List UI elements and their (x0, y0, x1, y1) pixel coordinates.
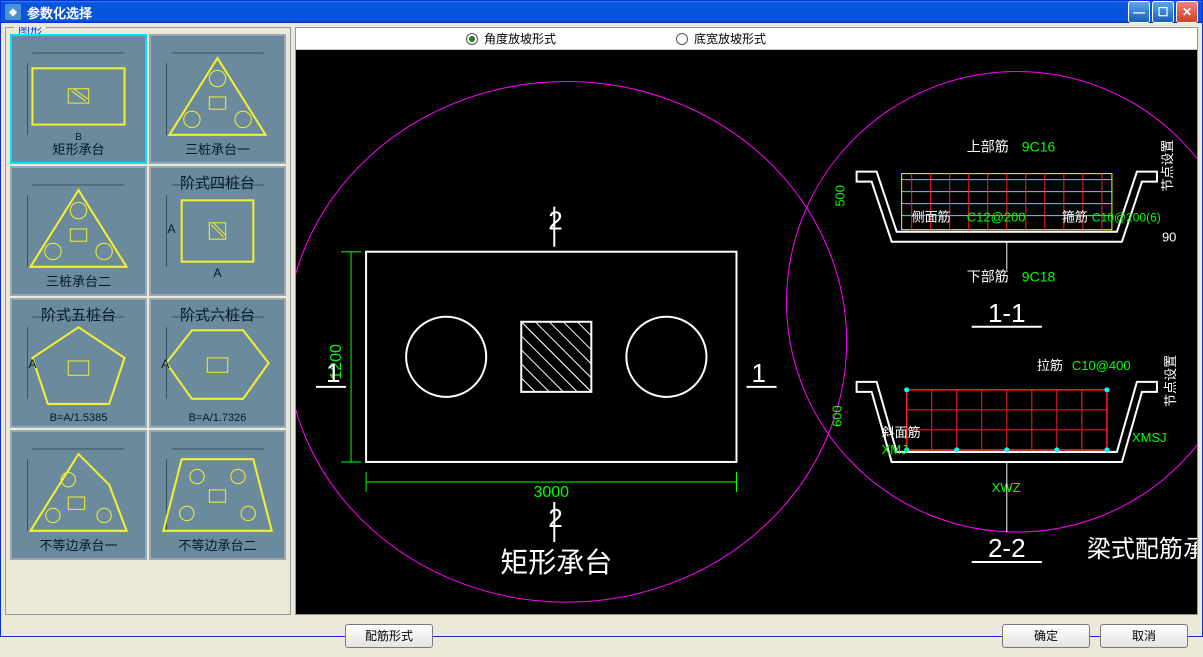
svg-text:C10@400: C10@400 (1072, 358, 1131, 373)
radio-angle-slope[interactable]: 角度放坡形式 (466, 30, 556, 47)
svg-text:2: 2 (548, 503, 562, 533)
thumb-step5[interactable]: A阶式五桩台B=A/1.5385 (10, 298, 147, 428)
svg-text:XMSJ: XMSJ (1132, 430, 1167, 445)
thumb-label: 不等边承台二 (151, 535, 284, 554)
thumbnails-grid: B矩形承台 三桩承台一 三桩承台二 (10, 34, 286, 560)
titlebar: ◆ 参数化选择 — ☐ ✕ (1, 1, 1202, 23)
radio-width-label: 底宽放坡形式 (694, 30, 766, 47)
thumbnails-group: 图形 B矩形承台 三桩承台一 (5, 27, 291, 615)
svg-text:A: A (161, 357, 170, 371)
radio-dot-icon (676, 33, 688, 45)
thumb-label: 三桩承台二 (12, 271, 145, 290)
svg-text:9C16: 9C16 (1022, 139, 1056, 155)
svg-text:XMJ: XMJ (882, 442, 908, 457)
svg-text:C10@200(6): C10@200(6) (1092, 211, 1161, 225)
app-icon: ◆ (5, 4, 21, 20)
svg-text:500: 500 (833, 185, 848, 207)
svg-text:2-2: 2-2 (988, 533, 1026, 563)
svg-text:拉筋: 拉筋 (1037, 358, 1063, 373)
radio-dot-icon (466, 33, 478, 45)
thumb-label: 不等边承台一 (12, 535, 145, 554)
thumb-step6[interactable]: A阶式六桩台B=A/1.7326 (149, 298, 286, 428)
upper-area: 图形 B矩形承台 三桩承台一 (5, 27, 1198, 615)
thumb-rect[interactable]: B矩形承台 (10, 34, 147, 164)
window-buttons: — ☐ ✕ (1128, 1, 1198, 23)
svg-text:下部筋: 下部筋 (967, 269, 1009, 285)
thumb-step4[interactable]: A A 阶式四桩台 (149, 166, 286, 296)
thumb-label: 阶式六桩台 (151, 304, 284, 325)
rebar-form-button[interactable]: 配筋形式 (345, 624, 433, 648)
radio-bar: 角度放坡形式 底宽放坡形式 (296, 28, 1197, 50)
svg-text:XWZ: XWZ (992, 480, 1021, 495)
ok-button[interactable]: 确定 (1002, 624, 1090, 648)
cancel-button[interactable]: 取消 (1100, 624, 1188, 648)
svg-text:1: 1 (326, 358, 340, 388)
svg-text:箍筋: 箍筋 (1062, 210, 1088, 225)
svg-text:A: A (213, 266, 222, 280)
preview-pane: 角度放坡形式 底宽放坡形式 300012001122矩形承台上部筋9C16侧面筋… (295, 27, 1198, 615)
thumb-tri1[interactable]: 三桩承台一 (149, 34, 286, 164)
svg-text:上部筋: 上部筋 (967, 139, 1009, 155)
svg-text:A: A (28, 357, 37, 371)
thumb-uneq2[interactable]: 不等边承台二 (149, 430, 286, 560)
thumb-label: 阶式五桩台 (12, 304, 145, 325)
svg-text:2: 2 (548, 206, 562, 236)
thumb-label: 矩形承台 (12, 139, 145, 158)
svg-text:1-1: 1-1 (988, 298, 1026, 328)
thumb-label: 三桩承台一 (151, 139, 284, 158)
svg-text:1: 1 (752, 358, 766, 388)
svg-text:C12@200: C12@200 (967, 210, 1026, 225)
svg-text:侧面筋: 侧面筋 (912, 210, 951, 225)
svg-text:90: 90 (1162, 230, 1176, 245)
main-window: ◆ 参数化选择 — ☐ ✕ 图形 B矩形承台 (0, 0, 1203, 637)
preview-canvas: 300012001122矩形承台上部筋9C16侧面筋C12@200箍筋C10@2… (296, 50, 1197, 614)
svg-text:节点设置: 节点设置 (1163, 355, 1178, 407)
close-button[interactable]: ✕ (1176, 1, 1198, 23)
thumbnails-scroll[interactable]: B矩形承台 三桩承台一 三桩承台二 (10, 34, 286, 610)
maximize-button[interactable]: ☐ (1152, 1, 1174, 23)
thumb-label: 阶式四桩台 (151, 172, 284, 193)
thumb-tri2[interactable]: 三桩承台二 (10, 166, 147, 296)
svg-text:节点设置: 节点设置 (1160, 140, 1175, 192)
thumb-uneq1[interactable]: 不等边承台一 (10, 430, 147, 560)
svg-text:A: A (167, 222, 176, 236)
radio-angle-label: 角度放坡形式 (484, 30, 556, 47)
svg-text:矩形承台: 矩形承台 (500, 547, 612, 578)
minimize-button[interactable]: — (1128, 1, 1150, 23)
content-area: 图形 B矩形承台 三桩承台一 (1, 23, 1202, 657)
radio-width-slope[interactable]: 底宽放坡形式 (676, 30, 766, 47)
bottom-bar: 配筋形式 确定 取消 (5, 619, 1198, 653)
svg-text:3000: 3000 (533, 484, 569, 501)
svg-text:梁式配筋承台: 梁式配筋承台 (1087, 536, 1197, 563)
svg-text:600: 600 (830, 405, 845, 427)
svg-text:斜面筋: 斜面筋 (882, 425, 921, 440)
svg-text:9C18: 9C18 (1022, 269, 1056, 285)
window-title: 参数化选择 (27, 3, 1128, 22)
